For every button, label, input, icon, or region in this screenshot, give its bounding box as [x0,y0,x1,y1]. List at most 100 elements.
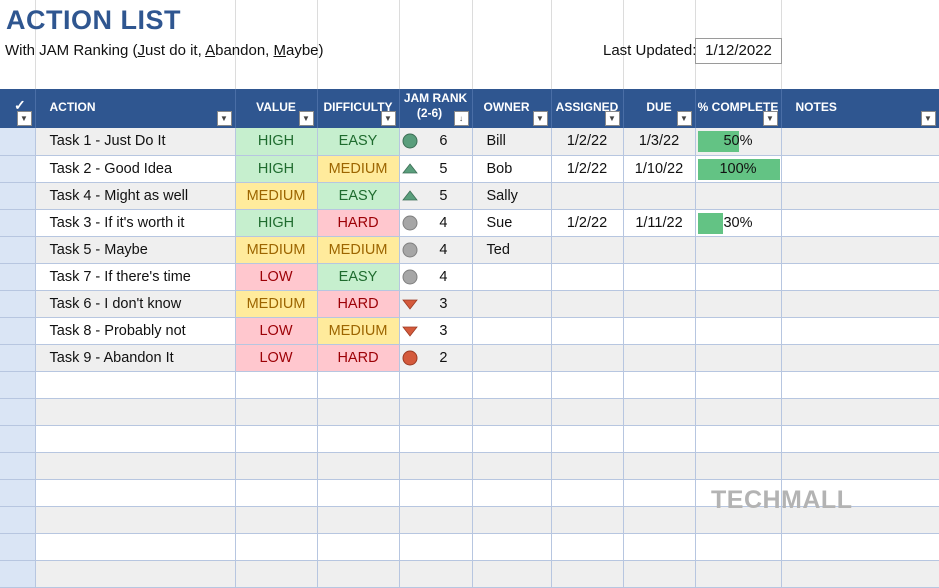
action-cell[interactable]: Task 4 - Might as well [35,182,236,210]
due-cell[interactable] [623,560,696,588]
complete-column-header[interactable]: % COMPLETE ▼ [695,89,782,128]
owner-cell[interactable]: Bill [472,128,552,156]
difficulty-cell[interactable] [317,452,400,480]
assigned-column-header[interactable]: ASSIGNED ▼ [551,89,624,128]
row-select-cell[interactable] [0,452,36,480]
difficulty-cell[interactable]: HARD [317,290,400,318]
action-cell[interactable]: Task 5 - Maybe [35,236,236,264]
due-cell[interactable] [623,425,696,453]
action-cell[interactable] [35,398,236,426]
complete-cell[interactable] [695,371,782,399]
difficulty-cell[interactable]: HARD [317,344,400,372]
action-cell[interactable] [35,371,236,399]
table-row[interactable]: Task 2 - Good Idea HIGH MEDIUM 5 Bob 1/2/22 1/… [0,155,939,183]
jam-rank-cell[interactable] [399,533,473,561]
owner-cell[interactable]: Bob [472,155,552,183]
action-cell[interactable] [35,452,236,480]
value-cell[interactable] [235,398,318,426]
row-select-cell[interactable] [0,506,36,534]
notes-cell[interactable] [781,236,939,264]
owner-cell[interactable] [472,263,552,291]
complete-cell[interactable] [695,560,782,588]
difficulty-cell[interactable] [317,371,400,399]
row-select-cell[interactable] [0,182,36,210]
notes-cell[interactable] [781,533,939,561]
due-cell[interactable] [623,263,696,291]
filter-dropdown-icon[interactable]: ▼ [216,111,232,126]
notes-cell[interactable] [781,452,939,480]
owner-cell[interactable]: Sally [472,182,552,210]
table-row[interactable]: Task 5 - Maybe MEDIUM MEDIUM 4 Ted [0,236,939,264]
due-cell[interactable] [623,479,696,507]
assigned-cell[interactable]: 1/2/22 [551,128,624,156]
assigned-cell[interactable] [551,479,624,507]
notes-column-header[interactable]: NOTES ▼ [781,89,939,128]
owner-cell[interactable] [472,452,552,480]
value-column-header[interactable]: VALUE ▼ [235,89,318,128]
last-updated-input[interactable]: 1/12/2022 [695,38,782,64]
due-cell[interactable]: 1/11/22 [623,209,696,237]
table-row[interactable] [0,506,939,534]
difficulty-cell[interactable]: MEDIUM [317,317,400,345]
table-row[interactable]: Task 9 - Abandon It LOW HARD 2 [0,344,939,372]
notes-cell[interactable] [781,560,939,588]
due-cell[interactable] [623,182,696,210]
notes-cell[interactable] [781,290,939,318]
sort-descending-icon[interactable]: ↓ [453,111,469,126]
row-select-cell[interactable] [0,371,36,399]
table-row[interactable] [0,452,939,480]
complete-cell[interactable] [695,236,782,264]
value-cell[interactable] [235,506,318,534]
jam-rank-cell[interactable]: 4 [399,209,473,237]
notes-cell[interactable] [781,182,939,210]
difficulty-cell[interactable]: MEDIUM [317,236,400,264]
value-cell[interactable]: HIGH [235,128,318,156]
assigned-cell[interactable] [551,344,624,372]
complete-cell[interactable] [695,344,782,372]
table-row[interactable]: Task 8 - Probably not LOW MEDIUM 3 [0,317,939,345]
owner-cell[interactable]: Sue [472,209,552,237]
complete-cell[interactable] [695,182,782,210]
complete-cell[interactable] [695,479,782,507]
owner-cell[interactable] [472,560,552,588]
assigned-cell[interactable] [551,236,624,264]
jam-rank-cell[interactable]: 6 [399,128,473,156]
due-cell[interactable] [623,452,696,480]
action-cell[interactable]: Task 2 - Good Idea [35,155,236,183]
action-cell[interactable] [35,560,236,588]
notes-cell[interactable] [781,155,939,183]
jam-rank-column-header[interactable]: JAM RANK (2-6) ↓ [399,89,473,128]
owner-cell[interactable] [472,317,552,345]
owner-cell[interactable] [472,425,552,453]
assigned-cell[interactable] [551,290,624,318]
table-row[interactable] [0,398,939,426]
row-select-cell[interactable] [0,560,36,588]
jam-rank-cell[interactable]: 3 [399,317,473,345]
jam-rank-cell[interactable] [399,371,473,399]
value-cell[interactable]: HIGH [235,209,318,237]
table-row[interactable]: Task 4 - Might as well MEDIUM EASY 5 Sally [0,182,939,210]
action-cell[interactable]: Task 6 - I don't know [35,290,236,318]
assigned-cell[interactable] [551,425,624,453]
filter-dropdown-icon[interactable]: ▼ [676,111,692,126]
complete-cell[interactable] [695,290,782,318]
jam-rank-cell[interactable] [399,506,473,534]
difficulty-cell[interactable] [317,506,400,534]
difficulty-cell[interactable] [317,560,400,588]
notes-cell[interactable] [781,209,939,237]
owner-cell[interactable] [472,398,552,426]
value-cell[interactable] [235,425,318,453]
complete-cell[interactable]: 30% [695,209,782,237]
due-cell[interactable]: 1/10/22 [623,155,696,183]
owner-cell[interactable] [472,479,552,507]
jam-rank-cell[interactable]: 5 [399,182,473,210]
complete-cell[interactable] [695,317,782,345]
notes-cell[interactable] [781,263,939,291]
due-cell[interactable] [623,344,696,372]
notes-cell[interactable] [781,479,939,507]
complete-cell[interactable]: 100% [695,155,782,183]
difficulty-cell[interactable]: HARD [317,209,400,237]
row-select-cell[interactable] [0,479,36,507]
action-cell[interactable] [35,506,236,534]
row-select-cell[interactable] [0,398,36,426]
